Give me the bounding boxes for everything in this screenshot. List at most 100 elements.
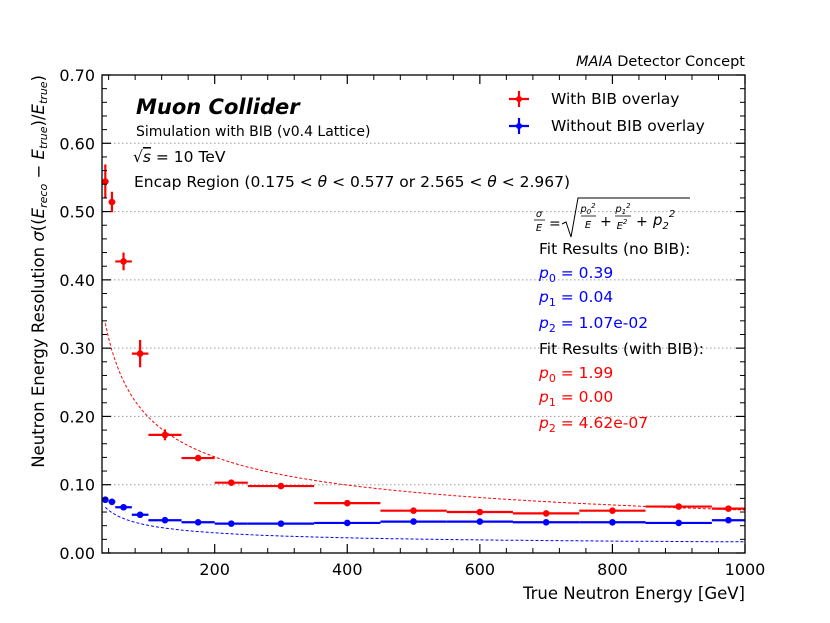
energy-label: √s = 10 TeV xyxy=(133,148,226,166)
y-axis-label: Neutron Energy Resolution σ((Ereco − Etr… xyxy=(29,75,50,468)
svg-text:σ: σ xyxy=(536,209,543,220)
marker xyxy=(476,518,484,525)
fit-no-bib-p0: p0 = 0.39 xyxy=(538,264,613,285)
x-tick-label: 600 xyxy=(465,560,496,579)
marker xyxy=(343,519,351,527)
data-point-with-bib xyxy=(247,482,315,490)
legend: With BIB overlay Without BIB overlay xyxy=(509,90,705,135)
fit-no-bib-p2: p2 = 1.07e-02 xyxy=(538,314,648,335)
fit-with-bib-p1: p1 = 0.00 xyxy=(538,388,613,409)
data-point-with-bib xyxy=(214,479,248,486)
data-point-with-bib xyxy=(579,507,646,514)
x-tick-label: 1000 xyxy=(725,560,766,579)
data-point-without-bib xyxy=(102,496,109,504)
marker xyxy=(277,520,285,527)
marker xyxy=(542,518,550,526)
y-tick-label: 0.10 xyxy=(59,476,95,495)
data-point-without-bib xyxy=(181,518,215,526)
svg-text:+: + xyxy=(636,214,648,230)
y-tick-label: 0.60 xyxy=(59,134,95,153)
marker xyxy=(609,518,616,526)
marker xyxy=(542,510,550,517)
data-point-without-bib xyxy=(645,519,712,527)
svg-text:E: E xyxy=(536,223,543,234)
data-point-without-bib xyxy=(380,518,447,525)
data-point-without-bib xyxy=(115,503,132,511)
data-point-with-bib xyxy=(314,499,381,507)
marker xyxy=(277,482,285,490)
marker xyxy=(120,258,127,265)
y-tick-label: 0.70 xyxy=(59,66,95,85)
data-point-with-bib xyxy=(645,503,712,510)
y-tick-label: 0.50 xyxy=(59,203,95,222)
marker xyxy=(675,519,683,527)
header-right: MAIA Detector Concept xyxy=(576,54,745,70)
data-point-with-bib xyxy=(380,507,447,514)
legend-marker-without-bib xyxy=(509,118,529,134)
marker xyxy=(102,496,109,504)
marker xyxy=(725,505,732,512)
data-point-without-bib xyxy=(247,520,315,527)
marker xyxy=(108,198,116,206)
marker xyxy=(136,350,144,357)
y-tick-label: 0.20 xyxy=(59,407,95,426)
legend-marker-with-bib xyxy=(509,91,529,107)
marker xyxy=(194,518,202,526)
marker xyxy=(227,479,235,486)
fit-no-bib-heading: Fit Results (no BIB): xyxy=(539,240,690,258)
data-point-without-bib xyxy=(579,518,646,526)
data-point-without-bib xyxy=(314,519,381,527)
data-point-without-bib xyxy=(148,516,182,524)
chart-subtitle: Simulation with BIB (v0.4 Lattice) xyxy=(136,124,370,140)
svg-text:p02: p02 xyxy=(579,202,596,216)
marker xyxy=(675,503,683,510)
marker xyxy=(343,499,351,507)
fit-no-bib-p1: p1 = 0.04 xyxy=(538,288,613,309)
data-point-with-bib xyxy=(446,508,513,516)
x-axis-label: True Neutron Energy [GeV] xyxy=(522,584,745,603)
fit-curve-with-bib xyxy=(104,323,746,511)
data-point-with-bib xyxy=(108,191,116,213)
fit-with-bib-p0: p0 = 1.99 xyxy=(538,364,613,385)
svg-text:E2: E2 xyxy=(617,218,628,232)
legend-label-without-bib: Without BIB overlay xyxy=(551,117,705,135)
data-point-without-bib xyxy=(131,511,149,519)
marker xyxy=(120,503,127,511)
marker xyxy=(108,498,116,506)
data-point-with-bib xyxy=(102,164,109,199)
marker xyxy=(410,518,417,525)
data-point-with-bib xyxy=(115,252,132,271)
data-point-without-bib xyxy=(214,520,248,527)
legend-label-with-bib: With BIB overlay xyxy=(551,90,679,108)
region-label: Encap Region (0.175 < θ < 0.577 or 2.565… xyxy=(134,173,570,191)
data-point-without-bib xyxy=(711,516,745,524)
y-tick-label: 0.00 xyxy=(59,544,95,563)
marker xyxy=(161,516,169,524)
chart-title: Muon Collider xyxy=(136,95,301,119)
y-tick-label: 0.30 xyxy=(59,339,95,358)
marker xyxy=(161,431,169,439)
marker xyxy=(725,516,732,524)
x-tick-label: 400 xyxy=(332,560,363,579)
marker xyxy=(227,520,235,527)
svg-text:=: = xyxy=(549,216,561,232)
y-tick-label: 0.40 xyxy=(59,271,95,290)
data-point-with-bib xyxy=(131,339,149,368)
fit-formula: σ E = p02 E + p12 E2 + p22 xyxy=(534,197,690,238)
marker xyxy=(194,454,202,462)
data-point-without-bib xyxy=(108,498,116,506)
data-point-with-bib xyxy=(711,505,745,512)
svg-text:+: + xyxy=(600,214,612,230)
x-tick-label: 200 xyxy=(199,560,230,579)
x-tick-label: 800 xyxy=(597,560,628,579)
marker xyxy=(136,511,144,519)
marker xyxy=(609,507,616,514)
marker xyxy=(410,507,417,514)
fit-curve-no-bib xyxy=(104,507,746,543)
plot-frame xyxy=(101,74,746,554)
marker xyxy=(476,508,484,516)
data-point-with-bib xyxy=(148,429,182,441)
fit-with-bib-p2: p2 = 4.62e-07 xyxy=(538,414,648,435)
marker xyxy=(102,178,109,185)
